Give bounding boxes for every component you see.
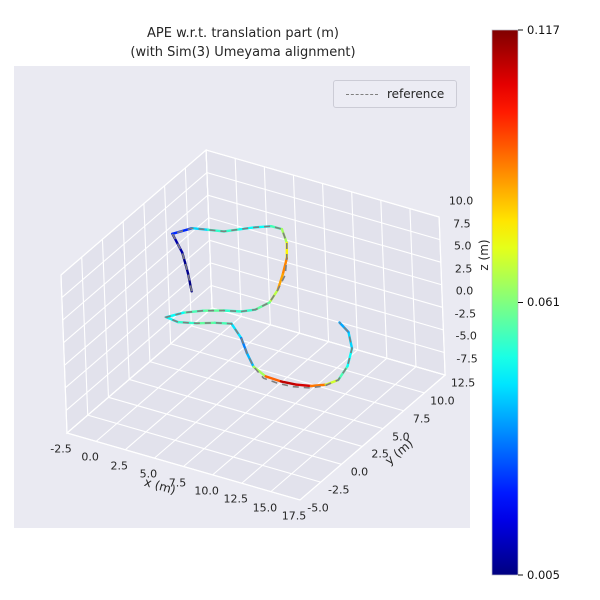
grid-line [206,172,441,241]
grid-line [62,194,209,321]
chart-title: APE w.r.t. translation part (m) (with Si… [0,24,486,62]
grid-line [108,396,342,465]
grid-line [64,262,211,389]
grid-line [211,307,446,376]
z-tick-label: 0.0 [455,284,474,298]
x-tick-label: -2.5 [50,442,72,456]
grid-line [170,343,404,412]
legend-label: reference [387,87,445,101]
grid-line [60,149,207,276]
grid-line [191,325,425,394]
z-tick-label: 2.5 [454,262,473,276]
x-tick-label: 2.5 [110,459,129,473]
chart-title-line2: (with Sim(3) Umeyama alignment) [130,45,356,60]
x-tick-label: 0.0 [81,450,99,464]
grid-line [241,357,388,484]
x-tick-label: 12.5 [223,492,249,506]
grid-line [351,191,359,350]
grid-line [122,221,130,380]
grid-line [65,285,212,411]
colorbar-max-label: 0.117 [527,23,560,37]
grid-line [270,366,417,493]
legend: reference [333,80,458,108]
y-tick-label: -5.0 [307,501,329,515]
x-tick-label: 15.0 [252,501,278,515]
y-tick-label: -2.5 [327,483,350,497]
grid-line [149,361,384,430]
grid-line [292,175,300,334]
trajectory-segment [294,383,313,388]
y-tick-label: 0.0 [350,465,369,479]
grid-line [66,307,213,434]
grid-line [81,257,89,416]
trajectory-segment [264,375,283,383]
grid-line [143,203,151,362]
z-tick-label: 5.0 [454,239,472,253]
grid-line [60,274,68,434]
z-tick-label: 10.0 [448,194,474,208]
z-tick-label: -2.5 [454,307,477,321]
grid-line [299,374,446,501]
colorbar-min-label: 0.005 [527,568,560,582]
grid-line [438,217,446,376]
grid-line [63,217,210,344]
grid-line [184,167,192,326]
grid-line [234,158,242,317]
grid-line [380,200,388,359]
z-tick-label: -5.0 [455,329,477,343]
chart-title-line1: APE w.r.t. translation part (m) [147,26,339,41]
dashed-line-icon [346,93,378,95]
z-tick-label: 7.5 [453,217,471,231]
y-tick-label: 12.5 [450,376,476,390]
grid-line [154,332,300,459]
grid-line [409,208,417,367]
grid-line [66,432,301,501]
grid-line [95,316,242,442]
grid-line [210,262,444,331]
y-tick-label: 10.0 [430,394,455,408]
grid-line [207,194,441,263]
grid-line [209,239,443,308]
grid-line [183,341,329,467]
trajectory-segment [309,383,327,388]
grid-line [212,349,359,476]
grid-line [263,166,271,325]
grid-line [211,284,445,354]
colorbar-mid-label: 0.061 [527,295,560,309]
x-tick-label: 17.5 [281,509,307,523]
x-tick-label: 10.0 [194,484,219,498]
y-tick-label: 7.5 [412,412,431,426]
y-tick-label: 5.0 [392,430,410,444]
grid-line [61,172,208,298]
z-axis-label: z (m) [477,239,491,271]
grid-line [322,183,330,342]
y-tick-label: 2.5 [371,447,389,461]
grid-line [124,324,271,451]
colorbar [491,29,519,576]
trajectory-segment [281,257,288,276]
grid-line [205,149,440,218]
z-tick-label: -7.5 [456,352,478,366]
x-tick-label: 7.5 [168,476,187,489]
grid-line [129,378,363,447]
x-tick-label: 5.0 [139,467,158,481]
grid-line [87,414,321,483]
grid-line [101,239,109,398]
trajectory-segment [279,380,298,386]
